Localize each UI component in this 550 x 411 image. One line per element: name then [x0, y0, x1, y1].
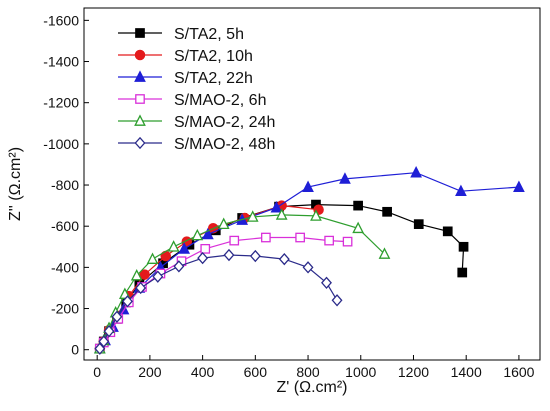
data-point — [135, 281, 147, 295]
series-layer — [93, 166, 525, 355]
x-tick-label: 1000 — [345, 364, 376, 380]
legend-entry: S/MAO-2, 48h — [118, 136, 275, 153]
legend-entry: S/MAO-2, 6h — [118, 92, 266, 109]
y-tick-label: -600 — [51, 218, 79, 234]
data-point — [152, 270, 164, 283]
data-point — [122, 295, 133, 308]
x-axis-title: Z' (Ω.cm²) — [277, 379, 348, 396]
series-2 — [94, 200, 324, 354]
x-tick-label: 1600 — [503, 364, 534, 380]
x-tick-label: 0 — [93, 364, 101, 380]
series-line — [99, 254, 338, 349]
plot-frame — [83, 7, 541, 361]
data-point — [324, 235, 334, 246]
data-point — [321, 276, 332, 289]
x-tick-label: 400 — [191, 364, 215, 380]
data-point — [275, 208, 288, 220]
y-tick-label: 0 — [71, 342, 79, 358]
data-point — [173, 260, 185, 273]
data-point — [339, 172, 351, 184]
data-point — [378, 247, 391, 259]
legend-marker — [134, 136, 146, 150]
legend-label: S/TA2, 5h — [174, 26, 244, 43]
legend-label: S/TA2, 10h — [174, 48, 253, 65]
data-point — [261, 232, 271, 243]
data-point — [217, 217, 230, 229]
y-tick-label: -800 — [51, 177, 79, 193]
legend-entry: S/TA2, 10h — [118, 48, 253, 65]
data-point — [94, 342, 106, 355]
data-point — [342, 236, 353, 247]
data-point — [229, 235, 240, 246]
data-point — [202, 227, 214, 240]
x-tick-label: 600 — [244, 364, 268, 380]
data-point — [352, 221, 364, 234]
data-point — [246, 210, 259, 222]
data-point — [382, 206, 392, 217]
x-tick-label: 800 — [296, 364, 320, 380]
legend-label: S/TA2, 22h — [174, 70, 253, 87]
y-tick-label: -1200 — [43, 95, 79, 111]
series-6 — [94, 248, 343, 355]
data-point — [167, 240, 180, 252]
x-axis-ticks: 0 200 400 600 800 1000 1200 1400 1600 — [93, 355, 535, 380]
data-point — [249, 249, 261, 263]
series-line — [99, 236, 348, 350]
data-point — [111, 310, 123, 323]
y-tick-label: -1000 — [43, 136, 79, 152]
data-point — [191, 228, 204, 241]
x-tick-label: 1400 — [451, 364, 482, 380]
series-4 — [94, 232, 353, 354]
y-axis-title: Z'' (Ω.cm²) — [7, 147, 24, 221]
data-point — [98, 335, 110, 348]
data-point — [200, 243, 211, 254]
data-point — [513, 180, 525, 192]
y-axis-ticks: 0 -200 -400 -600 -800 -1000 -1200 -1400 -1600 — [43, 12, 89, 358]
legend-label: S/MAO-2, 48h — [174, 136, 275, 153]
x-tick-label: 1200 — [398, 364, 429, 380]
data-point — [310, 209, 322, 221]
data-point — [302, 180, 314, 192]
y-tick-label: -400 — [51, 259, 79, 275]
legend-marker — [134, 70, 146, 82]
data-point — [442, 226, 453, 237]
data-point — [223, 248, 235, 262]
data-point — [178, 242, 191, 254]
legend: S/TA2, 5h S/TA2, 10h S/TA2, 22h S/MAO-2, 6h… — [118, 26, 275, 153]
data-point — [146, 252, 159, 264]
legend-label: S/MAO-2, 24h — [174, 114, 275, 131]
y-tick-label: -1400 — [43, 54, 79, 70]
legend-label: S/MAO-2, 6h — [174, 92, 266, 109]
legend-entry: S/MAO-2, 24h — [118, 114, 275, 131]
data-point — [457, 267, 468, 278]
data-point — [455, 184, 467, 197]
data-point — [278, 252, 290, 266]
legend-marker — [134, 114, 146, 126]
x-tick-label: 200 — [138, 364, 162, 380]
data-point — [458, 241, 469, 252]
y-tick-label: -1600 — [43, 12, 79, 28]
legend-entry: S/TA2, 22h — [118, 70, 253, 87]
data-point — [353, 200, 363, 211]
legend-marker — [134, 49, 146, 61]
data-point — [331, 294, 343, 307]
data-point — [413, 219, 424, 229]
data-point — [410, 166, 422, 178]
data-point — [295, 232, 305, 243]
data-point — [270, 201, 283, 213]
y-tick-label: -200 — [51, 301, 79, 317]
data-point — [130, 268, 143, 281]
data-point — [139, 269, 150, 280]
legend-marker — [135, 28, 145, 38]
legend-entry: S/TA2, 5h — [118, 26, 244, 43]
legend-marker — [135, 94, 145, 104]
data-point — [302, 261, 314, 274]
data-point — [103, 325, 115, 338]
data-point — [197, 251, 209, 265]
